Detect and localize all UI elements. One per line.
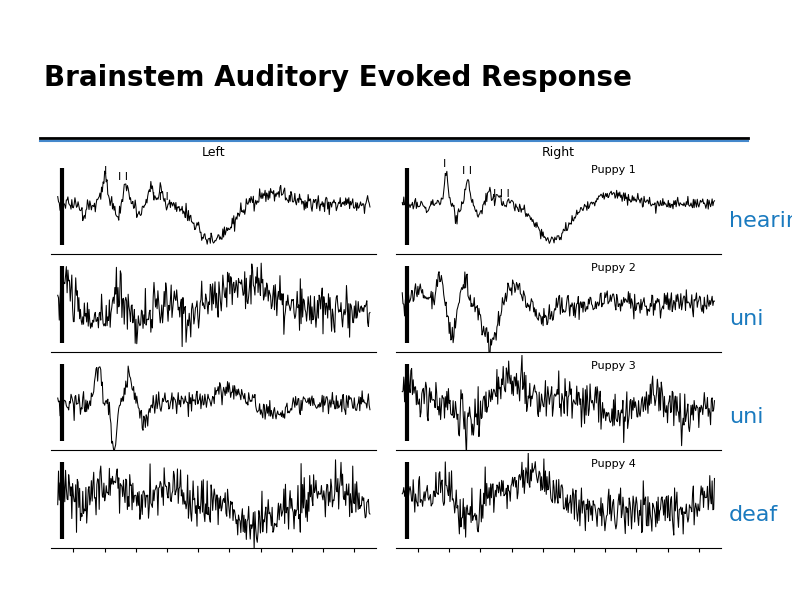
Text: I I I: I I I [152,192,169,202]
Text: I I: I I [118,172,128,182]
Text: uni: uni [729,406,763,427]
Text: Puppy 1: Puppy 1 [591,165,636,175]
Title: Left: Left [202,146,226,159]
Text: Puppy 2: Puppy 2 [591,263,636,273]
Text: deaf: deaf [729,504,778,524]
Text: uni: uni [729,308,763,329]
Title: Right: Right [542,146,575,159]
Text: I I I: I I I [493,189,510,199]
Text: I I: I I [463,166,473,176]
Text: Brainstem Auditory Evoked Response: Brainstem Auditory Evoked Response [44,64,631,92]
Text: I: I [104,166,107,176]
Text: Puppy 3: Puppy 3 [591,360,636,371]
Text: I: I [443,159,447,169]
Text: hearing: hearing [729,211,792,231]
Text: Puppy 4: Puppy 4 [591,458,636,469]
